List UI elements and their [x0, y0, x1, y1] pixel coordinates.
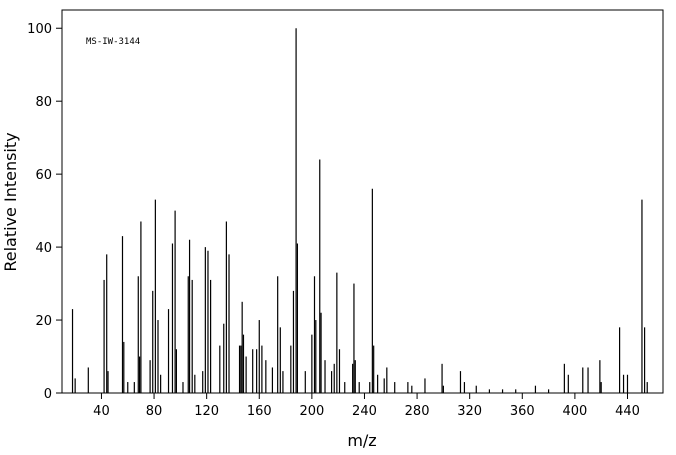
x-tick-label: 400: [562, 404, 587, 419]
y-axis-label: Relative Intensity: [1, 132, 20, 271]
x-tick-label: 240: [352, 404, 377, 419]
annotation: MS-IW-3144: [86, 37, 140, 47]
y-tick-label: 60: [35, 168, 52, 183]
x-tick-label: 40: [93, 404, 110, 419]
x-tick-label: 80: [146, 404, 163, 419]
x-tick-label: 440: [615, 404, 640, 419]
y-tick-label: 40: [35, 241, 52, 256]
y-tick-label: 100: [27, 22, 52, 37]
x-tick-label: 320: [457, 404, 482, 419]
x-tick-label: 280: [405, 404, 430, 419]
x-tick-label: 360: [510, 404, 535, 419]
y-tick-label: 0: [44, 387, 52, 402]
x-tick-label: 160: [247, 404, 272, 419]
y-tick-label: 20: [35, 314, 52, 329]
x-axis-label: m/z: [347, 431, 376, 450]
plot-frame: [61, 9, 664, 394]
x-tick-label: 120: [194, 404, 219, 419]
y-tick-label: 80: [35, 95, 52, 110]
x-tick-label: 200: [299, 404, 324, 419]
